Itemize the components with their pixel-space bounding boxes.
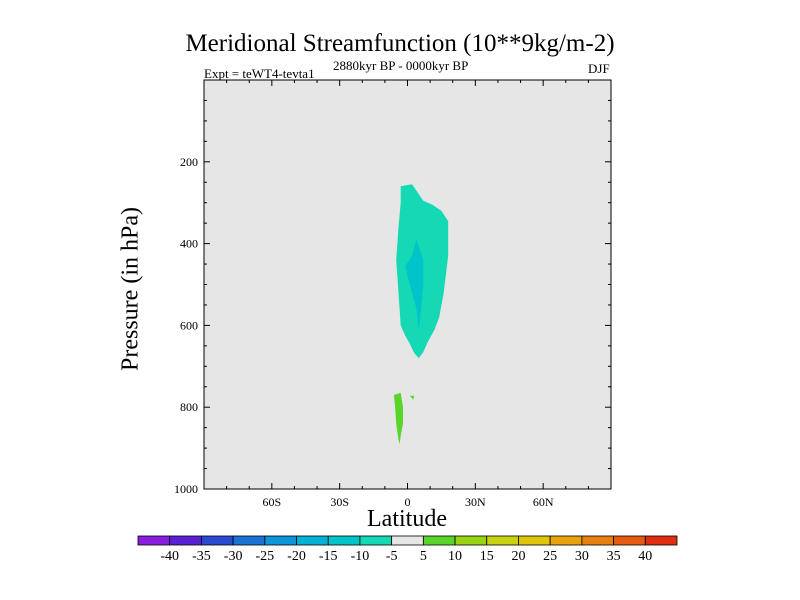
colorbar-label: 20 [511, 549, 525, 564]
colorbar-label: -10 [351, 549, 370, 564]
colorbar-label: 40 [638, 549, 652, 564]
colorbar-box [486, 535, 519, 546]
chart-title: Meridional Streamfunction (10**9kg/m-2) [185, 30, 615, 57]
period-label: 2880kyr BP - 0000kyr BP [333, 58, 469, 73]
x-axis-label: Latitude [367, 506, 447, 532]
colorbar-label: -25 [255, 549, 274, 564]
colorbar-box [232, 535, 266, 546]
colorbar-box [518, 535, 551, 546]
colorbar-box [581, 535, 614, 546]
colorbar: -40 -35 -30 -25 -20 -15 -10 -5 5 10 15 20 25 30 35 40 [137, 535, 678, 564]
colorbar-label: 30 [575, 549, 589, 564]
colorbar-label: 10 [448, 549, 462, 564]
y-tick-label: 400 [180, 237, 198, 251]
colorbar-label: -15 [319, 549, 338, 564]
colorbar-label: 5 [420, 549, 427, 564]
colorbar-box [391, 535, 424, 546]
x-tick-label: 0 [405, 495, 411, 509]
colorbar-box [549, 535, 583, 546]
colorbar-label: 35 [607, 549, 621, 564]
y-tick-label: 1000 [174, 482, 198, 496]
colorbar-label: -35 [192, 549, 211, 564]
season-label: DJF [588, 61, 610, 76]
colorbar-label: 25 [543, 549, 557, 564]
colorbar-label: -30 [224, 549, 243, 564]
colorbar-label: -5 [386, 549, 398, 564]
colorbar-box [264, 535, 297, 546]
y-tick-label: 600 [180, 318, 198, 332]
colorbar-box [137, 535, 171, 546]
colorbar-box [422, 535, 456, 546]
x-tick-label: 30S [330, 495, 349, 509]
colorbar-label: -20 [287, 549, 306, 564]
contour-fills [393, 184, 449, 444]
x-tick-label: 30N [465, 495, 486, 509]
colorbar-box [327, 535, 361, 546]
positive-cell [393, 392, 403, 444]
colorbar-label: 15 [480, 549, 494, 564]
negative-cell-core [405, 239, 424, 330]
colorbar-box [169, 535, 202, 546]
colorbar-box [296, 535, 329, 546]
x-tick-label: 60N [533, 495, 554, 509]
colorbar-box [613, 535, 646, 546]
y-tick-label: 800 [180, 400, 198, 414]
axis-ticks: 200 400 600 800 1000 60S 30S 0 30N 60N [174, 80, 611, 509]
colorbar-box [359, 535, 393, 546]
colorbar-label: -40 [160, 549, 179, 564]
experiment-label: Expt = teWT4-tevta1 [204, 66, 315, 81]
colorbar-box [454, 535, 488, 546]
y-tick-label: 200 [180, 155, 198, 169]
x-tick-label: 60S [262, 495, 281, 509]
colorbar-box [201, 535, 234, 546]
colorbar-box [644, 535, 678, 546]
positive-cell-fleck [409, 395, 415, 400]
